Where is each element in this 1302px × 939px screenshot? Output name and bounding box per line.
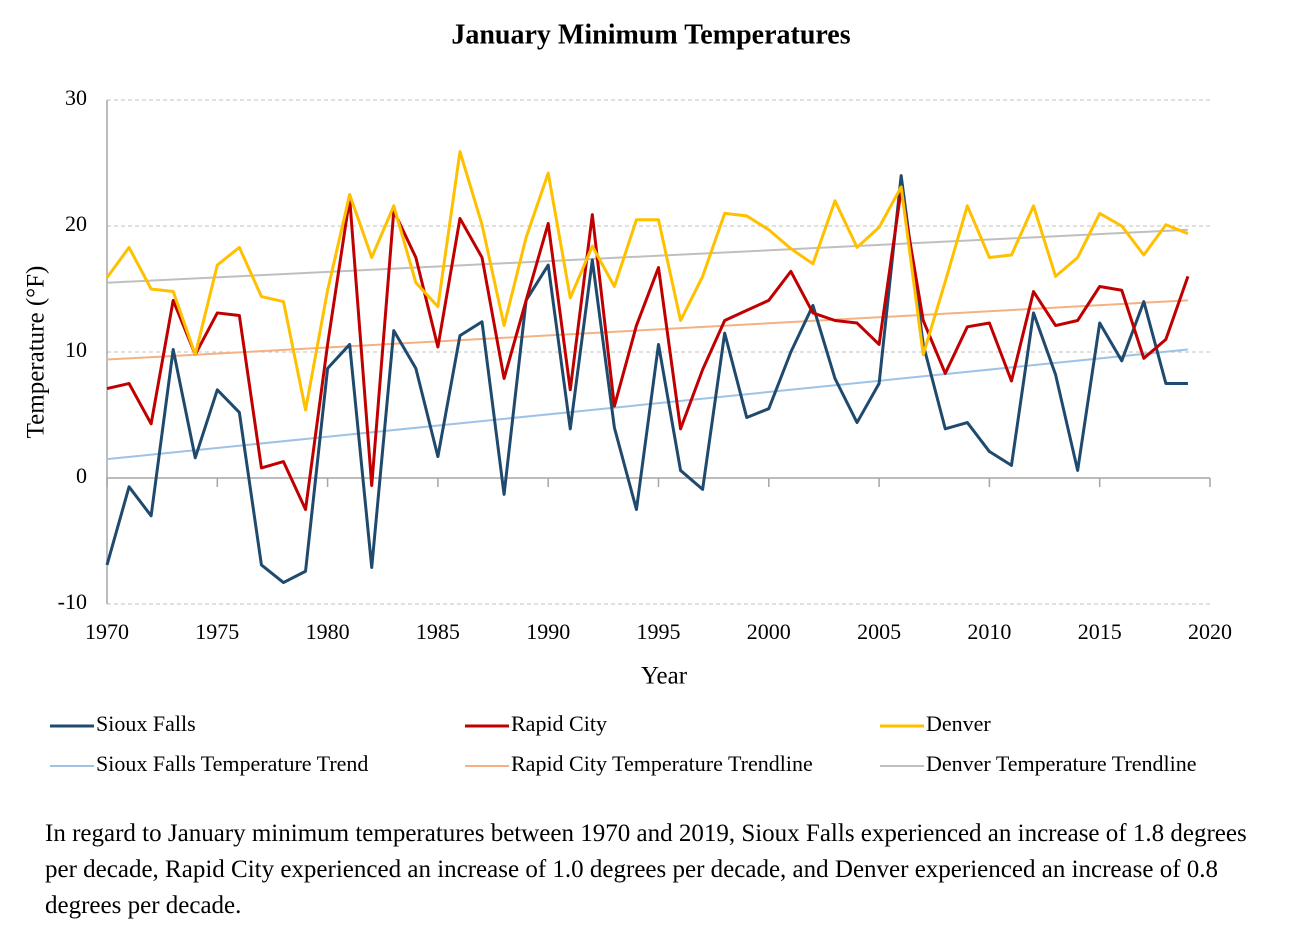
series-line	[106, 228, 1188, 284]
chart-title: January Minimum Temperatures	[451, 19, 850, 50]
x-tick-label: 2020	[1188, 619, 1232, 644]
y-tick-label: 30	[65, 85, 87, 110]
legend-label: Rapid City Temperature Trendline	[511, 751, 813, 776]
legend-label: Sioux Falls	[96, 711, 196, 736]
y-axis-label: Temperature (°F)	[23, 266, 50, 439]
caption: In regard to January minimum temperature…	[45, 820, 1247, 919]
legend-label: Rapid City	[511, 711, 607, 736]
x-tick-label: 1975	[195, 619, 239, 644]
x-tick-label: 2015	[1078, 619, 1122, 644]
legend-label: Sioux Falls Temperature Trend	[96, 751, 368, 776]
series-line	[105, 150, 1189, 412]
y-tick-label: 10	[65, 337, 87, 362]
series-line	[106, 187, 1190, 511]
legend-label: Denver	[926, 711, 991, 736]
y-tick-label: 0	[76, 463, 87, 488]
x-tick-label: 2005	[857, 619, 901, 644]
x-tick-label: 1970	[85, 619, 129, 644]
x-axis-label: Year	[641, 663, 688, 690]
x-tick-label: 1985	[416, 619, 460, 644]
y-tick-label: 20	[65, 211, 87, 236]
x-tick-label: 1995	[637, 619, 681, 644]
y-tick-label: -10	[58, 589, 87, 614]
x-tick-label: 1980	[306, 619, 350, 644]
series-line	[105, 174, 1188, 585]
series-line	[106, 299, 1188, 361]
legend-label: Denver Temperature Trendline	[926, 751, 1197, 776]
x-tick-label: 1990	[526, 619, 570, 644]
chart: January Minimum Temperatures Year Temper…	[23, 19, 1232, 776]
x-tick-label: 2000	[747, 619, 791, 644]
x-tick-label: 2010	[967, 619, 1011, 644]
